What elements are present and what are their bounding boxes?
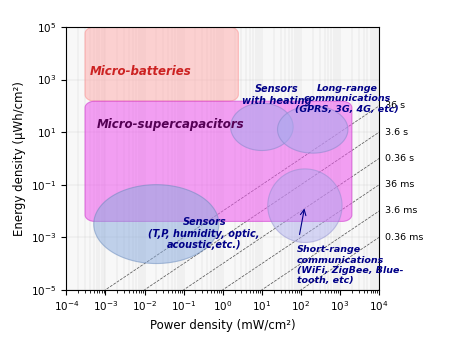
- Polygon shape: [278, 106, 348, 153]
- Y-axis label: Energy density (μWh/cm²): Energy density (μWh/cm²): [13, 81, 26, 236]
- Text: Sensors
(T,P, humidity, optic,
acoustic,etc.): Sensors (T,P, humidity, optic, acoustic,…: [148, 217, 260, 250]
- Polygon shape: [231, 103, 293, 151]
- Polygon shape: [85, 101, 352, 221]
- Text: 0.36 s: 0.36 s: [385, 154, 414, 163]
- Text: 0.36 ms: 0.36 ms: [385, 233, 423, 242]
- Text: Micro-supercapacitors: Micro-supercapacitors: [97, 118, 245, 131]
- Text: Short-range
communications
(WiFi, ZigBee, Blue-
tooth, etc): Short-range communications (WiFi, ZigBee…: [297, 245, 403, 285]
- Text: 36 s: 36 s: [385, 101, 405, 110]
- Polygon shape: [85, 27, 238, 101]
- Text: Long-range
communications
(GPRS, 3G, 4G, etc): Long-range communications (GPRS, 3G, 4G,…: [295, 84, 399, 114]
- X-axis label: Power density (mW/cm²): Power density (mW/cm²): [150, 319, 296, 332]
- Polygon shape: [94, 185, 219, 264]
- Text: 36 ms: 36 ms: [385, 180, 414, 189]
- Text: 3.6 s: 3.6 s: [385, 128, 408, 136]
- Text: 3.6 ms: 3.6 ms: [385, 207, 417, 215]
- Text: Sensors
with heating: Sensors with heating: [242, 84, 312, 106]
- Polygon shape: [268, 169, 342, 243]
- Text: Micro-batteries: Micro-batteries: [90, 65, 191, 78]
